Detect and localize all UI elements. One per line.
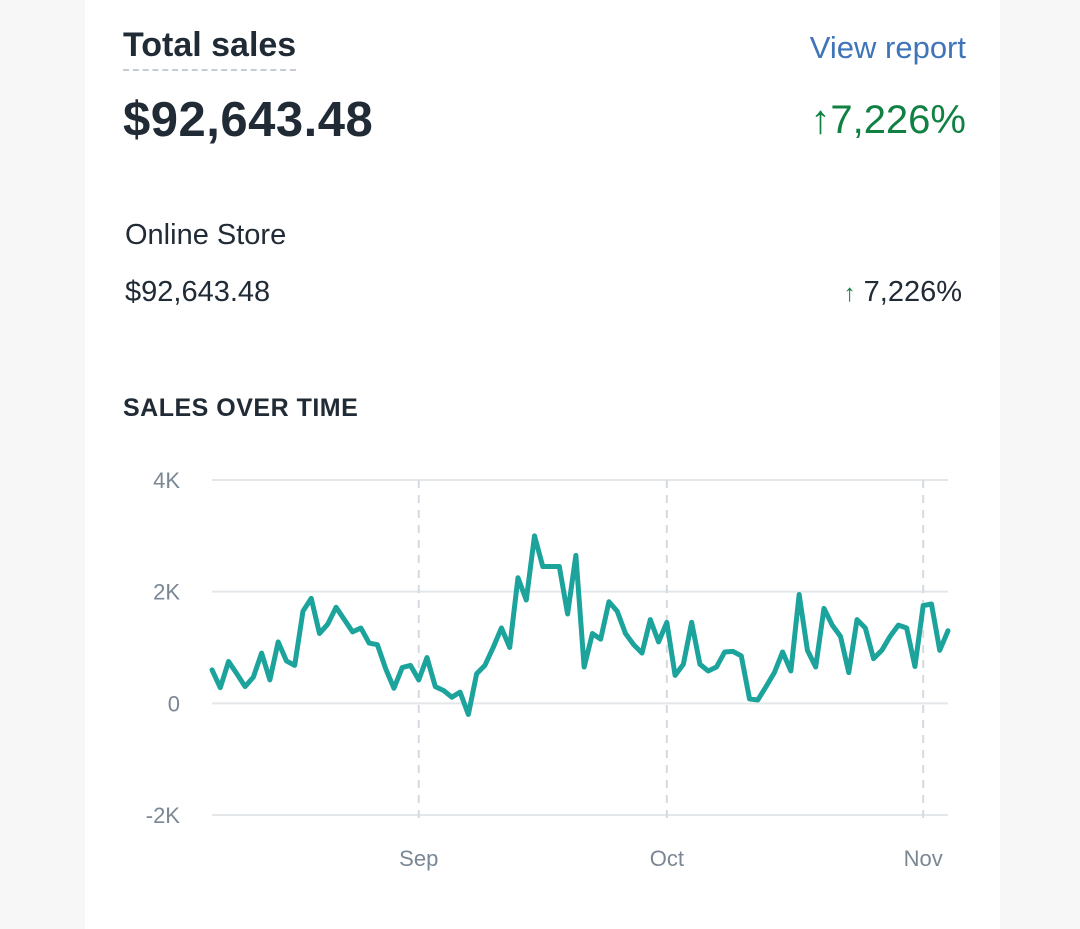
chart-title: SALES OVER TIME [123,394,359,422]
arrow-up-icon: ↑ [810,98,831,142]
y-tick-label: 0 [168,691,180,716]
total-sales-value: $92,643.48 [123,93,374,147]
y-tick-label: -2K [146,803,181,828]
total-growth-value: 7,226% [830,98,966,142]
x-tick-label: Oct [650,846,684,871]
x-tick-label: Nov [904,846,943,871]
total-sales-card: Total sales View report $92,643.48 ↑7,22… [85,0,1000,929]
sales-series-line [209,533,951,717]
channel-growth-value: 7,226% [863,276,962,308]
channel-amount: $92,643.48 [125,276,271,308]
channel-name: Online Store [125,219,287,251]
arrow-up-icon: ↑ [843,280,856,307]
channel-growth: ↑ 7,226% [844,276,962,309]
total-growth: ↑7,226% [810,98,966,143]
card-title: Total sales [123,26,297,71]
y-tick-label: 2K [153,580,180,605]
y-tick-label: 4K [153,468,180,493]
x-tick-label: Sep [399,846,438,871]
view-report-link[interactable]: View report [809,30,966,65]
